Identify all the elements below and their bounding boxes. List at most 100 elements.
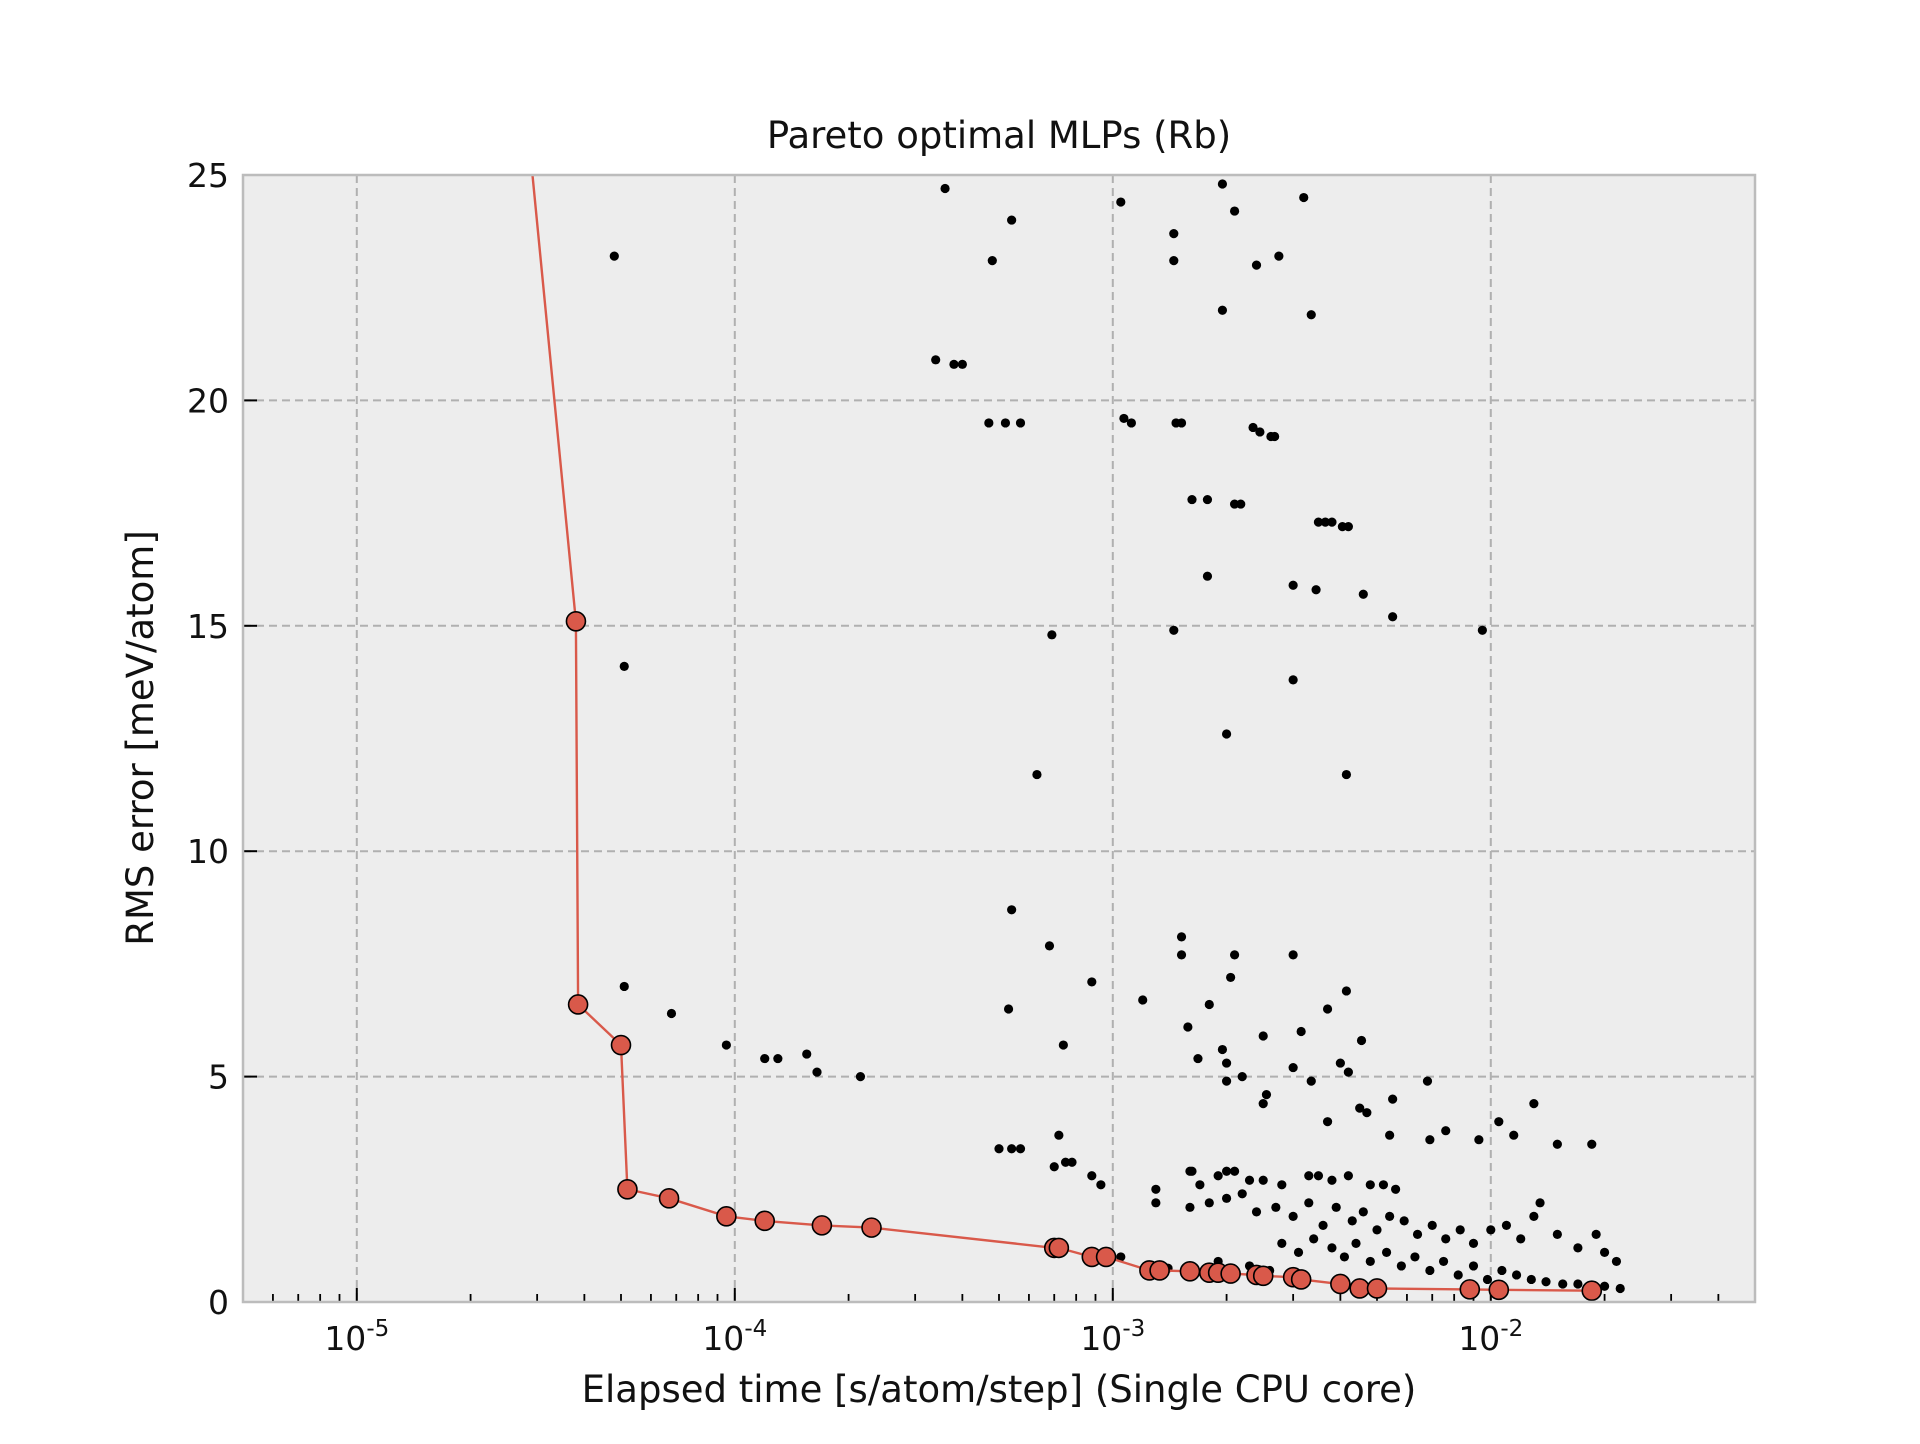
scatter-point [1573, 1243, 1583, 1253]
scatter-point [1217, 179, 1228, 189]
scatter-point [1497, 1265, 1507, 1276]
scatter-point [1176, 950, 1187, 960]
scatter-point [1299, 192, 1309, 203]
pareto-point [567, 994, 589, 1015]
scatter-point [1007, 905, 1017, 915]
scatter-point [1116, 197, 1126, 207]
scatter-point [1058, 1040, 1068, 1050]
pareto-point [1252, 1265, 1274, 1287]
scatter-point [1541, 1277, 1551, 1287]
scatter-point [1441, 1126, 1451, 1136]
pareto-point [1349, 1278, 1371, 1299]
scatter-point [1229, 1166, 1240, 1176]
scatter-point [1358, 589, 1368, 599]
scatter-point [1474, 1135, 1484, 1145]
pareto-point [1220, 1263, 1241, 1284]
scatter-point [1412, 1229, 1423, 1239]
y-tick-label: 20 [187, 381, 229, 420]
scatter-point [1185, 1202, 1195, 1212]
scatter-point [1060, 1157, 1071, 1167]
scatter-point [1015, 1144, 1026, 1154]
scatter-point [1296, 1026, 1306, 1037]
scatter-point [1385, 1130, 1395, 1140]
scatter-point [812, 1067, 822, 1077]
scatter-point [1226, 972, 1236, 983]
scatter-point [1396, 1261, 1406, 1271]
scatter-point [1251, 1207, 1262, 1217]
x-tick-label: 10-3 [1080, 1316, 1145, 1358]
scatter-point [1116, 1252, 1126, 1262]
scatter-point [1169, 256, 1179, 266]
scatter-point [1378, 1180, 1389, 1190]
scatter-point [1327, 517, 1337, 527]
scatter-point [1486, 1225, 1496, 1235]
scatter-point [940, 183, 950, 194]
scatter-point [1221, 1076, 1232, 1086]
scatter-point [1358, 1207, 1368, 1217]
scatter-point [1347, 1216, 1357, 1226]
scatter-point [1176, 932, 1187, 942]
scatter-point [1151, 1198, 1161, 1208]
scatter-point [1258, 1099, 1268, 1109]
scatter-point [1138, 995, 1148, 1005]
scatter-point [1293, 1247, 1304, 1258]
scatter-point [1229, 206, 1240, 216]
y-tick-label: 0 [208, 1283, 229, 1322]
scatter-point [1381, 1247, 1392, 1258]
scatter-point [1221, 1193, 1232, 1203]
scatter-point [1468, 1261, 1479, 1271]
scatter-point [1304, 1171, 1314, 1181]
scatter-point [1274, 251, 1284, 261]
scatter-point [1529, 1099, 1539, 1109]
scatter-point [1318, 1220, 1328, 1230]
scatter-point [1169, 229, 1179, 239]
scatter-point [1067, 1157, 1077, 1167]
scatter-point [1244, 1175, 1255, 1185]
pareto-point [1095, 1246, 1117, 1268]
scatter-point [1236, 499, 1246, 509]
scatter-point [1176, 418, 1187, 428]
scatter-point [1341, 986, 1352, 996]
scatter-point [1255, 427, 1265, 437]
scatter-point [1096, 1180, 1106, 1190]
y-axis-label: RMS error [meV/atom] [119, 530, 162, 946]
scatter-point [1526, 1274, 1536, 1285]
scatter-point [619, 661, 629, 671]
pareto-point [1366, 1278, 1388, 1299]
scatter-point [1339, 1252, 1350, 1262]
scatter-point [1204, 1198, 1214, 1208]
scatter-point [1558, 1279, 1568, 1289]
scatter-point [1441, 1234, 1451, 1244]
pareto-point [1179, 1261, 1201, 1282]
scatter-point [1313, 517, 1324, 527]
scatter-point [1187, 1166, 1197, 1176]
scatter-point [1007, 215, 1017, 225]
scatter-point [1304, 1198, 1314, 1208]
y-tick-label: 10 [187, 832, 229, 871]
x-tick-label: 10-5 [324, 1316, 389, 1358]
scatter-point [1468, 1238, 1479, 1248]
scatter-point [1277, 1180, 1287, 1190]
scatter-point [1509, 1130, 1519, 1140]
scatter-point [931, 355, 941, 365]
scatter-point [773, 1053, 783, 1064]
pareto-point [610, 1034, 632, 1056]
scatter-point [609, 251, 619, 261]
scatter-point [1288, 950, 1298, 960]
scatter-point [1511, 1270, 1522, 1280]
scatter-point [1248, 422, 1258, 433]
scatter-point [1195, 1180, 1205, 1190]
scatter-point [1362, 1108, 1372, 1118]
scatter-point [1229, 950, 1240, 960]
scatter-point [1202, 571, 1213, 581]
scatter-point [1611, 1256, 1622, 1267]
scatter-point [1007, 1144, 1017, 1154]
pareto-point [754, 1210, 776, 1232]
scatter-point [1032, 769, 1042, 780]
scatter-point [1237, 1189, 1247, 1199]
scatter-point [1288, 1211, 1298, 1221]
pareto-point [1149, 1260, 1170, 1281]
scatter-point [1221, 1166, 1232, 1176]
